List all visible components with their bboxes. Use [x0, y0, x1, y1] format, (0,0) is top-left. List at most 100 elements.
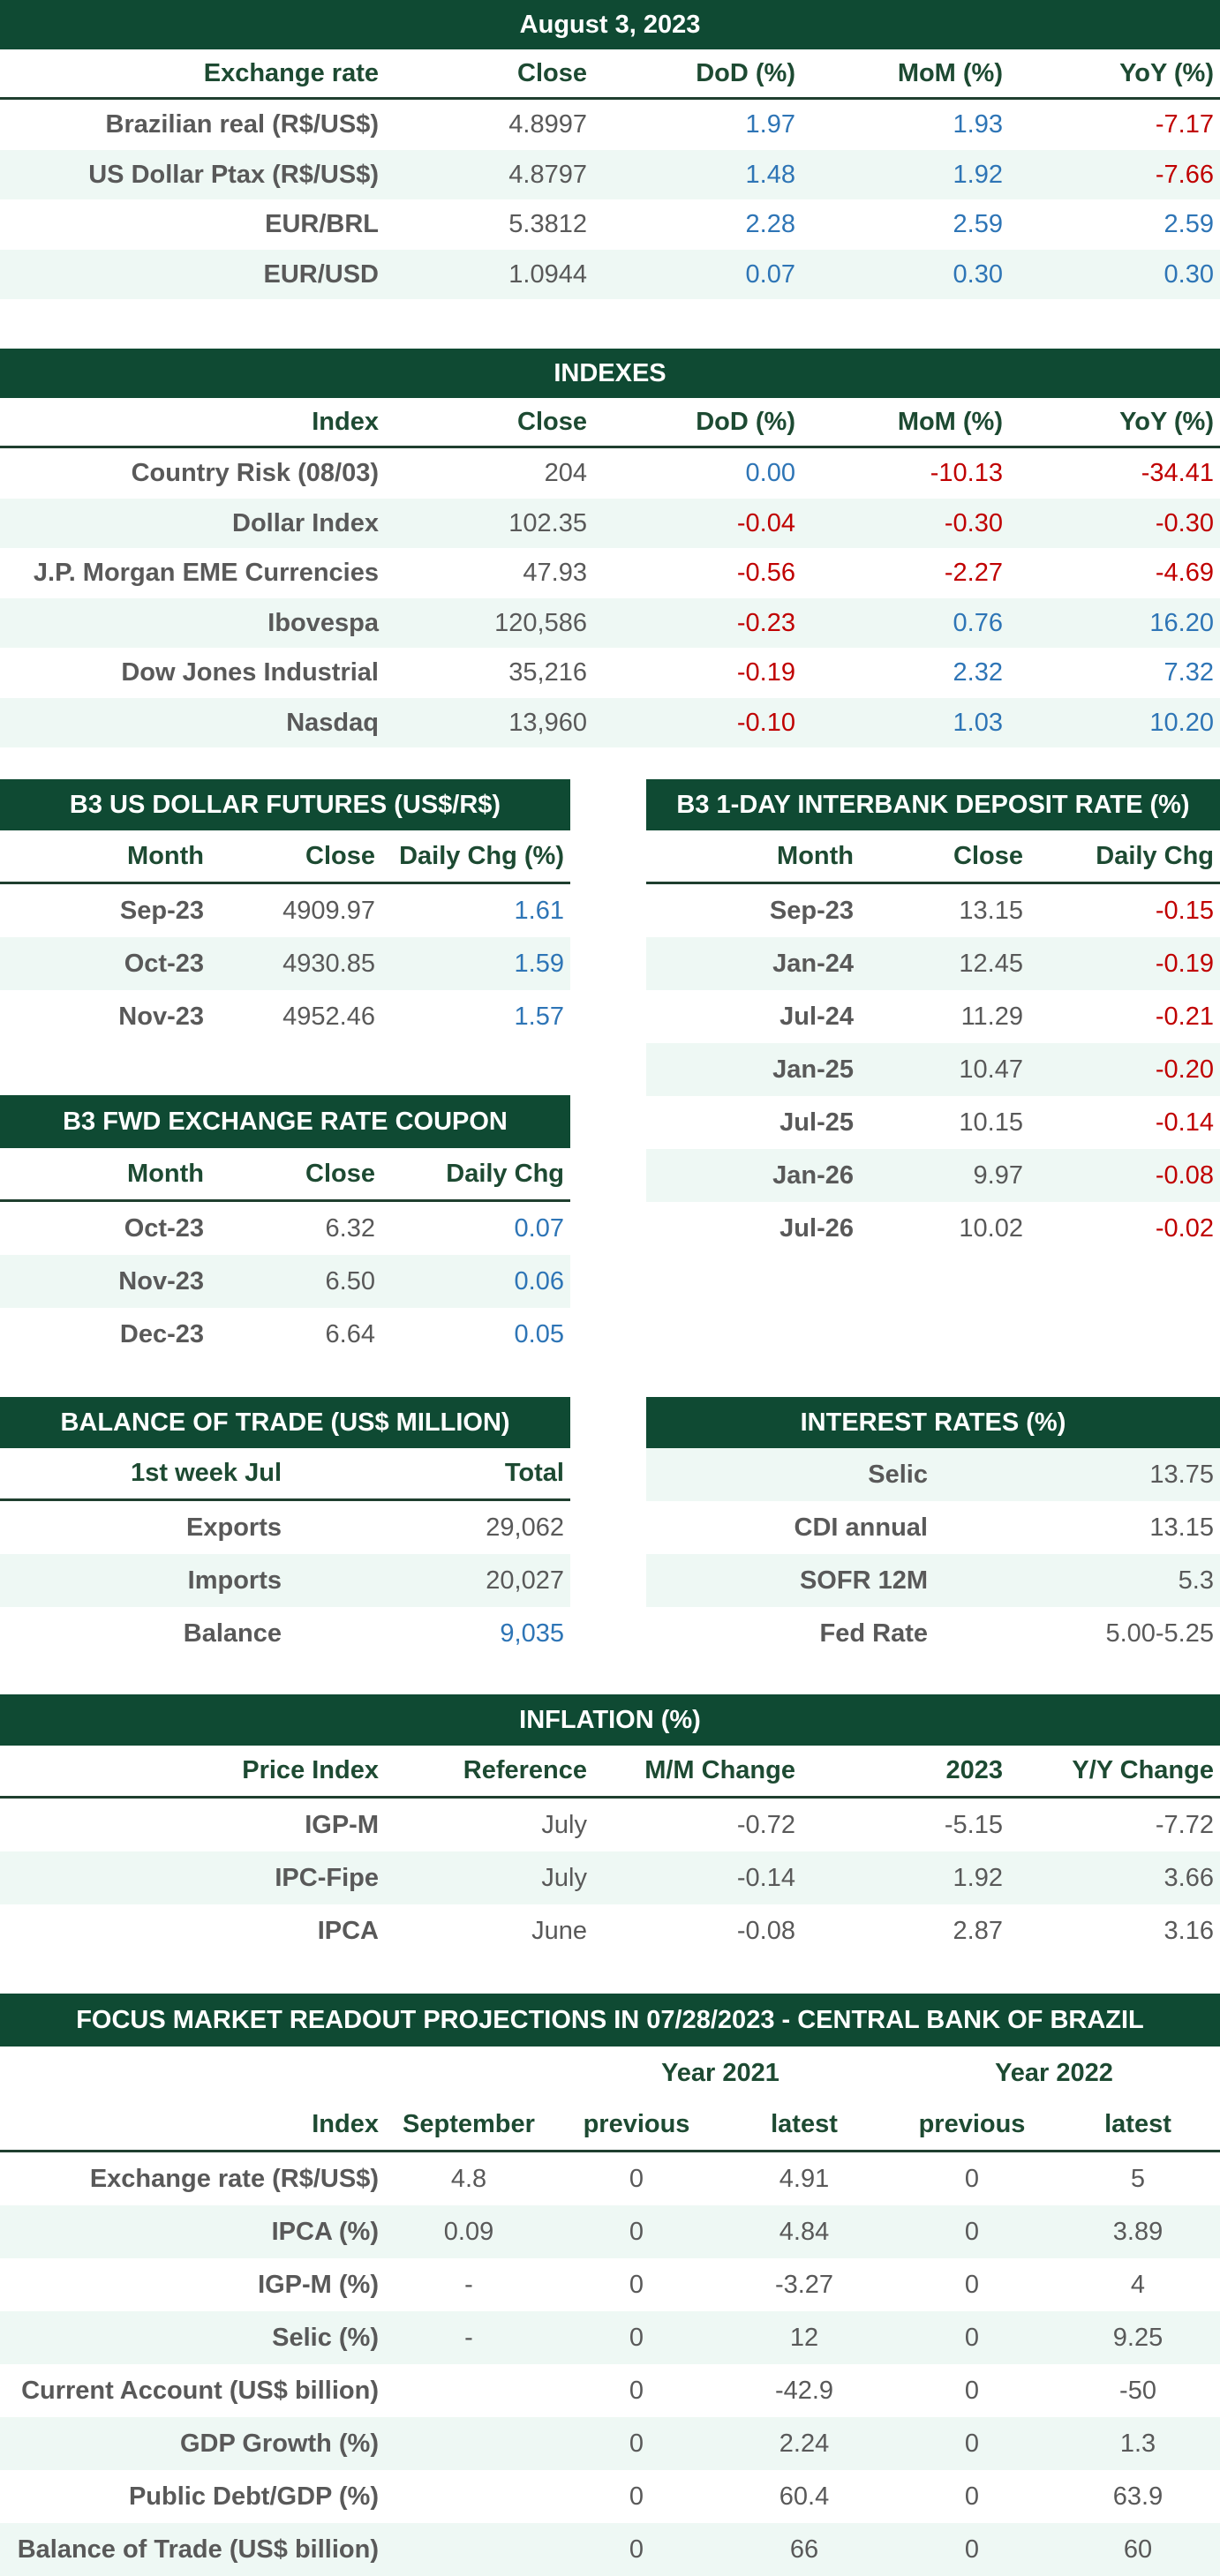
cell-value: 0 — [964, 2218, 980, 2246]
focus-table: FOCUS MARKET READOUT PROJECTIONS IN 07/2… — [0, 1994, 1220, 2576]
row-label: Jul-24 — [779, 1003, 854, 1031]
cell-value: 4.84 — [779, 2218, 830, 2246]
row-label: J.P. Morgan EME Currencies — [33, 559, 379, 587]
cell-value: 0.06 — [514, 1267, 564, 1296]
table-row: IPCA (%) 0.09 0 4.84 0 3.89 — [0, 2205, 1220, 2258]
cell-value: 0 — [629, 2324, 644, 2352]
column-header: DoD (%) — [696, 408, 795, 436]
cell-value: -0.30 — [944, 508, 1003, 537]
cell-value: 6.32 — [325, 1214, 375, 1243]
row-label: EUR/BRL — [265, 210, 379, 238]
cell-value: 1.92 — [953, 160, 1003, 189]
cell-value: 13,960 — [508, 708, 587, 737]
row-label: IPC-Fipe — [275, 1864, 379, 1892]
cell-value: 3.66 — [1164, 1864, 1214, 1892]
inflation-table: INFLATION (%) Price Index Reference M/M Cha… — [0, 1694, 1220, 1957]
cell-value: 0.05 — [514, 1320, 564, 1348]
cell-value: 10.02 — [959, 1214, 1023, 1243]
cell-value: 13.15 — [1149, 1513, 1214, 1542]
column-header: latest — [771, 2110, 838, 2138]
table-row: Selic 13.75 — [646, 1448, 1220, 1501]
header-row: Month Close Daily Chg — [646, 830, 1220, 884]
table-row: GDP Growth (%) 0 2.24 0 1.3 — [0, 2417, 1220, 2470]
table-row: Brazilian real (R$/US$) 4.8997 1.97 1.93 -7.… — [0, 100, 1220, 150]
row-label: Country Risk (08/03) — [131, 459, 379, 487]
column-header: Y/Y Change — [1072, 1756, 1214, 1784]
row-label: Public Debt/GDP (%) — [128, 2482, 379, 2511]
cell-value: 6.50 — [325, 1267, 375, 1296]
cell-value: 35,216 — [508, 658, 587, 687]
column-header: previous — [583, 2110, 690, 2138]
cell-value: -0.08 — [1155, 1161, 1214, 1190]
cell-value: -0.04 — [736, 508, 795, 537]
cell-value: 1.93 — [953, 110, 1003, 139]
row-label: Balance — [183, 1619, 282, 1648]
header-row: Month Close Daily Chg (%) — [0, 830, 570, 884]
column-header: Daily Chg (%) — [399, 842, 564, 870]
cell-value: 7.32 — [1164, 658, 1214, 687]
cell-value: 2.24 — [779, 2430, 830, 2458]
cell-value: 11.29 — [960, 1003, 1023, 1031]
cell-value: -0.72 — [736, 1811, 795, 1839]
table-row: Selic (%) - 0 12 0 9.25 — [0, 2311, 1220, 2364]
cell-value: -7.72 — [1155, 1811, 1214, 1839]
header-row: Price Index Reference M/M Change 2023 Y/Y Ch… — [0, 1746, 1220, 1799]
cell-value: -7.17 — [1155, 110, 1214, 139]
cell-value: -0.30 — [1155, 508, 1214, 537]
row-label: Sep-23 — [119, 897, 204, 925]
cell-value — [385, 2523, 553, 2576]
cell-value: 9.25 — [1112, 2324, 1164, 2352]
cell-value: 0.30 — [953, 259, 1003, 289]
cell-value: 0 — [964, 2535, 980, 2564]
cell-value: -0.02 — [1155, 1214, 1214, 1243]
column-header: DoD (%) — [696, 59, 795, 87]
section-title: August 3, 2023 — [0, 0, 1220, 49]
table-row: Dollar Index 102.35 -0.04 -0.30 -0.30 — [0, 498, 1220, 548]
table-row: Jan-25 10.47 -0.20 — [646, 1043, 1220, 1096]
row-label: Brazilian real (R$/US$) — [105, 110, 379, 139]
table-row: Imports 20,027 — [0, 1554, 570, 1607]
table-row: SOFR 12M 5.3 — [646, 1554, 1220, 1607]
column-header: 1st week Jul — [131, 1459, 282, 1487]
column-header: Index — [312, 2110, 379, 2138]
group-header: Year 2022 — [995, 2059, 1113, 2087]
header-row: Month Close Daily Chg — [0, 1148, 570, 1202]
cell-value: 0.76 — [953, 608, 1003, 637]
spacer — [0, 2047, 553, 2099]
column-header: Close — [305, 1160, 375, 1188]
cell-value: 3.16 — [1164, 1917, 1214, 1945]
table-row: Jul-25 10.15 -0.14 — [646, 1096, 1220, 1149]
table-row: IGP-M July -0.72 -5.15 -7.72 — [0, 1799, 1220, 1851]
column-header: YoY (%) — [1119, 59, 1214, 87]
cell-value: -0.10 — [736, 708, 795, 737]
column-header: Index — [312, 408, 379, 436]
row-label: Sep-23 — [769, 897, 854, 925]
cell-value: July — [541, 1811, 587, 1839]
row-label: Dollar Index — [232, 508, 379, 537]
cell-value: 5.3 — [1178, 1566, 1214, 1595]
cell-value: 12.45 — [959, 950, 1023, 978]
cell-value: 4.91 — [779, 2165, 830, 2193]
table-row: IPCA June -0.08 2.87 3.16 — [0, 1904, 1220, 1957]
column-header: Daily Chg — [446, 1160, 564, 1188]
header-row: 1st week Jul Total — [0, 1448, 570, 1501]
fwd-coupon-table: B3 FWD EXCHANGE RATE COUPON Month Close Dai… — [0, 1095, 570, 1361]
cell-value: 0.09 — [443, 2218, 494, 2246]
table-row: IPC-Fipe July -0.14 1.92 3.66 — [0, 1851, 1220, 1904]
usd-futures-table: B3 US DOLLAR FUTURES (US$/R$) Month Close D… — [0, 779, 570, 1043]
cell-value: 29,062 — [486, 1513, 564, 1542]
row-label: Current Account (US$ billion) — [21, 2377, 379, 2405]
row-label: Oct-23 — [124, 950, 204, 978]
column-header: Close — [953, 842, 1023, 870]
table-row: Jan-26 9.97 -0.08 — [646, 1149, 1220, 1202]
cell-value: 4.8 — [450, 2165, 487, 2193]
cell-value: 0.07 — [514, 1214, 564, 1243]
section-title: BALANCE OF TRADE (US$ MILLION) — [0, 1397, 570, 1448]
cell-value: 1.61 — [514, 897, 564, 925]
row-label: Selic — [868, 1461, 928, 1489]
cell-value: 0 — [964, 2377, 980, 2405]
section-title: B3 US DOLLAR FUTURES (US$/R$) — [0, 779, 570, 830]
cell-value: 0.07 — [745, 259, 795, 289]
cell-value: -0.21 — [1155, 1003, 1214, 1031]
